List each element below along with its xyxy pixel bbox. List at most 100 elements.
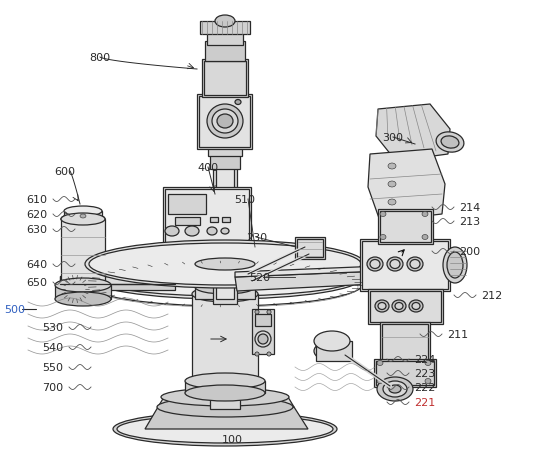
Bar (362, 242, 448, 289)
Ellipse shape (255, 352, 259, 356)
Bar (197, 95, 252, 150)
Ellipse shape (207, 228, 217, 236)
Ellipse shape (117, 415, 333, 443)
Ellipse shape (377, 379, 383, 384)
Bar (374, 359, 436, 387)
Ellipse shape (215, 16, 235, 28)
Ellipse shape (235, 100, 241, 105)
Bar (297, 239, 323, 258)
Bar (175, 217, 200, 226)
Ellipse shape (192, 286, 258, 302)
Bar (55, 285, 111, 299)
Ellipse shape (255, 310, 259, 314)
Ellipse shape (185, 227, 199, 237)
Bar (200, 22, 250, 35)
Ellipse shape (165, 227, 179, 237)
Text: 214: 214 (459, 202, 481, 212)
Bar (252, 309, 274, 354)
Text: 212: 212 (481, 290, 503, 300)
Bar (199, 97, 250, 148)
Ellipse shape (221, 228, 229, 234)
Bar (368, 289, 443, 324)
Ellipse shape (195, 280, 255, 294)
Bar (163, 187, 251, 259)
Text: 300: 300 (382, 133, 404, 143)
Ellipse shape (314, 331, 350, 351)
Ellipse shape (314, 341, 350, 361)
Ellipse shape (441, 136, 459, 149)
Ellipse shape (425, 379, 431, 384)
Bar (210, 217, 218, 222)
Polygon shape (145, 407, 308, 429)
Ellipse shape (89, 243, 361, 285)
Ellipse shape (61, 275, 89, 303)
Ellipse shape (185, 373, 265, 389)
Ellipse shape (388, 182, 396, 187)
Ellipse shape (407, 258, 423, 271)
Ellipse shape (436, 132, 464, 153)
Bar (382, 324, 428, 360)
Ellipse shape (161, 388, 289, 406)
Ellipse shape (267, 310, 271, 314)
Text: 510: 510 (234, 195, 256, 205)
Ellipse shape (207, 105, 243, 139)
Ellipse shape (380, 235, 386, 240)
Text: 540: 540 (42, 342, 64, 352)
Ellipse shape (255, 310, 259, 314)
Text: 640: 640 (27, 259, 47, 269)
Bar (185, 381, 265, 393)
Bar (60, 276, 175, 290)
Text: 400: 400 (197, 162, 219, 172)
Ellipse shape (443, 248, 467, 283)
Ellipse shape (65, 279, 85, 299)
Bar (370, 291, 441, 322)
Text: 100: 100 (221, 434, 243, 444)
Bar (380, 212, 431, 243)
Ellipse shape (255, 352, 259, 356)
Ellipse shape (447, 253, 463, 278)
Ellipse shape (212, 110, 238, 134)
Text: 200: 200 (460, 247, 480, 257)
Bar (378, 210, 433, 244)
Ellipse shape (157, 397, 293, 417)
Ellipse shape (87, 255, 363, 299)
Ellipse shape (55, 293, 111, 306)
Polygon shape (235, 264, 430, 278)
Text: 520: 520 (250, 273, 270, 283)
Ellipse shape (61, 213, 105, 226)
Text: 530: 530 (42, 322, 64, 332)
Text: 500: 500 (4, 304, 26, 314)
Text: 230: 230 (246, 233, 268, 243)
Bar (64, 212, 102, 222)
Ellipse shape (255, 331, 271, 347)
Ellipse shape (422, 235, 428, 240)
Ellipse shape (258, 334, 268, 344)
Bar (195, 288, 255, 299)
Ellipse shape (370, 260, 380, 269)
Bar (216, 165, 234, 299)
Bar (222, 217, 230, 222)
Text: 222: 222 (415, 382, 436, 392)
Ellipse shape (85, 241, 365, 288)
Text: 223: 223 (415, 368, 436, 378)
Ellipse shape (195, 258, 255, 270)
Ellipse shape (392, 300, 406, 312)
Text: 650: 650 (27, 278, 47, 288)
Ellipse shape (425, 361, 431, 366)
Ellipse shape (267, 310, 271, 314)
Bar (207, 32, 243, 46)
Ellipse shape (389, 385, 401, 393)
Ellipse shape (210, 295, 240, 303)
Ellipse shape (422, 212, 428, 217)
Text: 610: 610 (27, 195, 47, 205)
Ellipse shape (113, 412, 337, 446)
Ellipse shape (55, 278, 111, 293)
Bar (62, 258, 80, 268)
Bar (204, 62, 246, 96)
Bar (60, 276, 175, 284)
Ellipse shape (387, 258, 403, 271)
Ellipse shape (61, 213, 105, 226)
Bar (380, 322, 430, 362)
Ellipse shape (91, 258, 359, 296)
Ellipse shape (375, 300, 389, 312)
